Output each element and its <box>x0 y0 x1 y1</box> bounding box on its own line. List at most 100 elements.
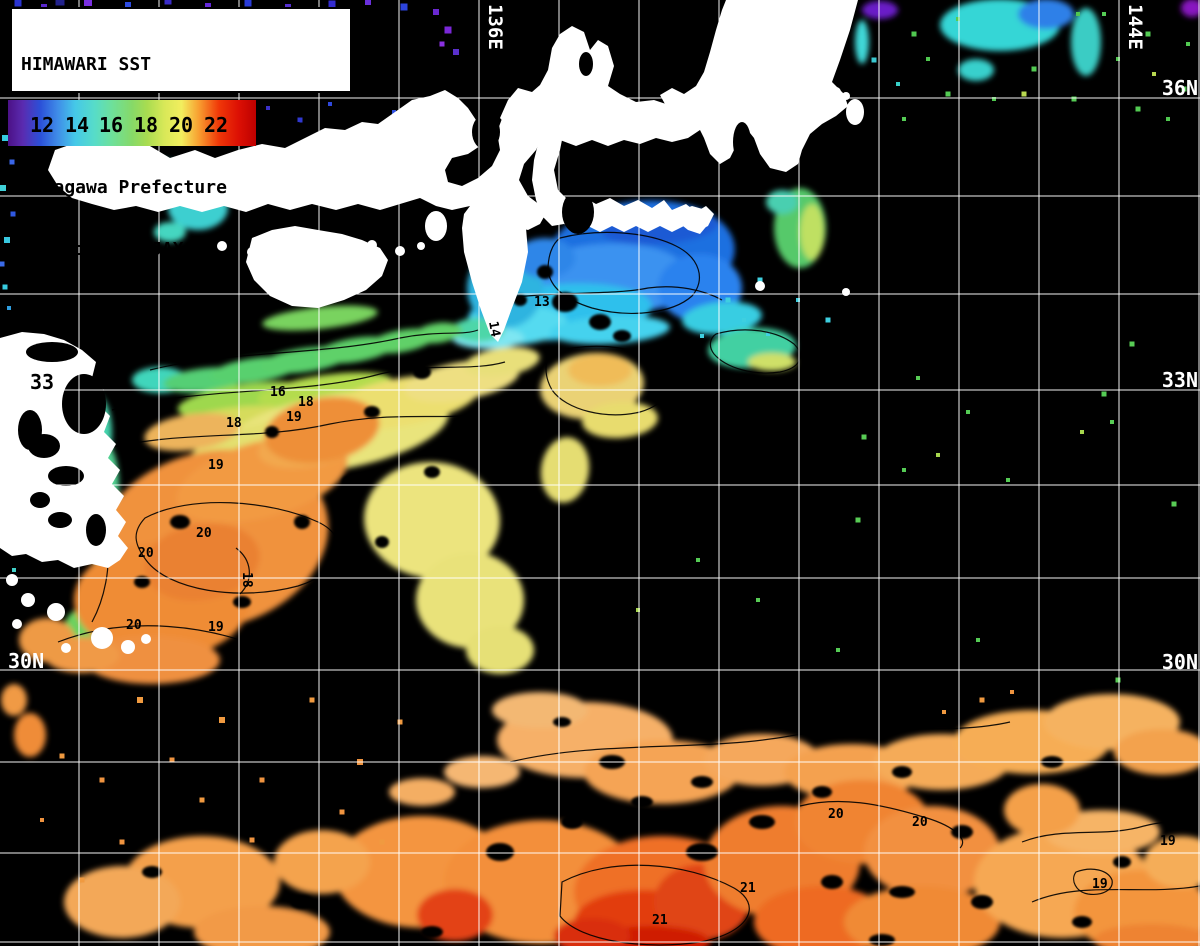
cloud-hole <box>421 926 443 938</box>
island-dot <box>337 244 347 254</box>
cloud-hole <box>486 843 514 861</box>
sst-blob <box>584 740 740 804</box>
island-dot <box>12 619 22 629</box>
sst-speck <box>836 648 840 652</box>
contour-label: 21 <box>740 881 756 896</box>
land-nodata-patch <box>18 410 42 450</box>
sst-blob <box>855 20 869 64</box>
contour-label: 19 <box>208 620 224 635</box>
land-nodata-patches <box>18 52 751 546</box>
colorbar-tick: 18 <box>133 113 159 137</box>
sst-speck <box>926 57 930 61</box>
island-dot <box>47 603 65 621</box>
temperature-colorbar: 12 14 16 18 20 22 <box>8 100 256 146</box>
sst-speck <box>1076 12 1080 16</box>
sst-speck <box>2 284 8 290</box>
sst-speck <box>55 0 65 6</box>
sst-blob <box>862 1 898 19</box>
sst-speck <box>1010 690 1014 694</box>
island-dot <box>842 92 850 100</box>
sst-speck <box>392 110 396 114</box>
sst-speck <box>636 608 640 612</box>
sst-speck <box>297 117 303 123</box>
contour-label: 19 <box>1092 877 1108 892</box>
sst-speck <box>205 3 211 9</box>
sst-blob <box>154 222 186 242</box>
sst-speck <box>400 3 408 11</box>
sst-speck <box>1080 430 1084 434</box>
contour-label: 19 <box>286 410 302 425</box>
sst-blob <box>444 756 520 788</box>
land-island <box>425 211 447 241</box>
cloud-hole <box>613 330 631 342</box>
sst-speck <box>911 31 917 37</box>
sst-speck <box>1021 91 1027 97</box>
sst-speck <box>7 306 11 310</box>
sst-blob <box>800 204 824 260</box>
sst-speck <box>259 777 265 783</box>
sst-speck <box>0 185 6 191</box>
sst-speck <box>696 558 700 562</box>
contour-label: 19 <box>208 458 224 473</box>
land-nodata-patch <box>48 466 84 486</box>
contour-label: 20 <box>196 526 212 541</box>
title-box: HIMAWARI SST 2026/01/28 06(UTC) 3H Comp.… <box>10 7 352 259</box>
sst-speck <box>871 57 877 63</box>
sst-blob <box>1114 729 1200 775</box>
sst-speck <box>119 839 125 845</box>
cloud-hole <box>889 886 915 898</box>
sst-speck <box>14 0 22 7</box>
cloud-hole <box>364 406 380 418</box>
sst-blob <box>389 778 455 806</box>
contour-label: 16 <box>270 385 286 400</box>
geo-label: 144E <box>1124 4 1146 50</box>
land-nodata-patch <box>26 342 78 362</box>
sst-speck <box>219 717 225 723</box>
sst-speck <box>1031 66 1037 72</box>
sst-speck <box>766 332 770 336</box>
cloud-hole <box>749 815 775 829</box>
island-dot <box>842 288 850 296</box>
sst-blob <box>540 437 590 503</box>
sst-blob <box>1004 784 1080 836</box>
sst-speck <box>328 102 332 106</box>
sst-speck <box>1186 42 1190 46</box>
sst-speck <box>2 135 8 141</box>
product-title: HIMAWARI SST <box>21 54 152 75</box>
sst-blob <box>464 347 540 377</box>
colorbar-tick: 20 <box>168 113 194 137</box>
contour-label: 21 <box>652 913 668 928</box>
contour-line <box>57 625 269 651</box>
sst-blob <box>416 552 524 648</box>
sst-speck <box>725 297 731 303</box>
sst-speck <box>99 777 105 783</box>
sst-speck <box>439 41 445 47</box>
sst-blob <box>194 906 330 946</box>
contour-line <box>545 345 670 416</box>
island-dot <box>21 593 35 607</box>
island-dot <box>91 627 113 649</box>
sst-blob <box>748 353 796 371</box>
sst-speck <box>309 697 315 703</box>
sst-speck <box>757 277 763 283</box>
colorbar-tick: 14 <box>64 113 90 137</box>
geo-label: 33N <box>1162 368 1198 392</box>
contour-label: 20 <box>138 546 154 561</box>
island-dot <box>247 247 257 257</box>
sst-speck <box>339 809 345 815</box>
cloud-hole <box>589 314 611 330</box>
cloud-hole <box>537 265 553 279</box>
island-dot <box>831 87 841 97</box>
sst-speck <box>379 839 385 845</box>
sst-blob <box>144 523 260 601</box>
sst-speck <box>942 710 946 714</box>
contour-line <box>135 501 340 594</box>
island-dot <box>395 246 405 256</box>
region-line: Kanagawa Prefecture <box>21 177 227 198</box>
geo-label: 30N <box>8 649 44 673</box>
sst-blob <box>84 636 220 684</box>
cloud-hole <box>424 466 440 478</box>
